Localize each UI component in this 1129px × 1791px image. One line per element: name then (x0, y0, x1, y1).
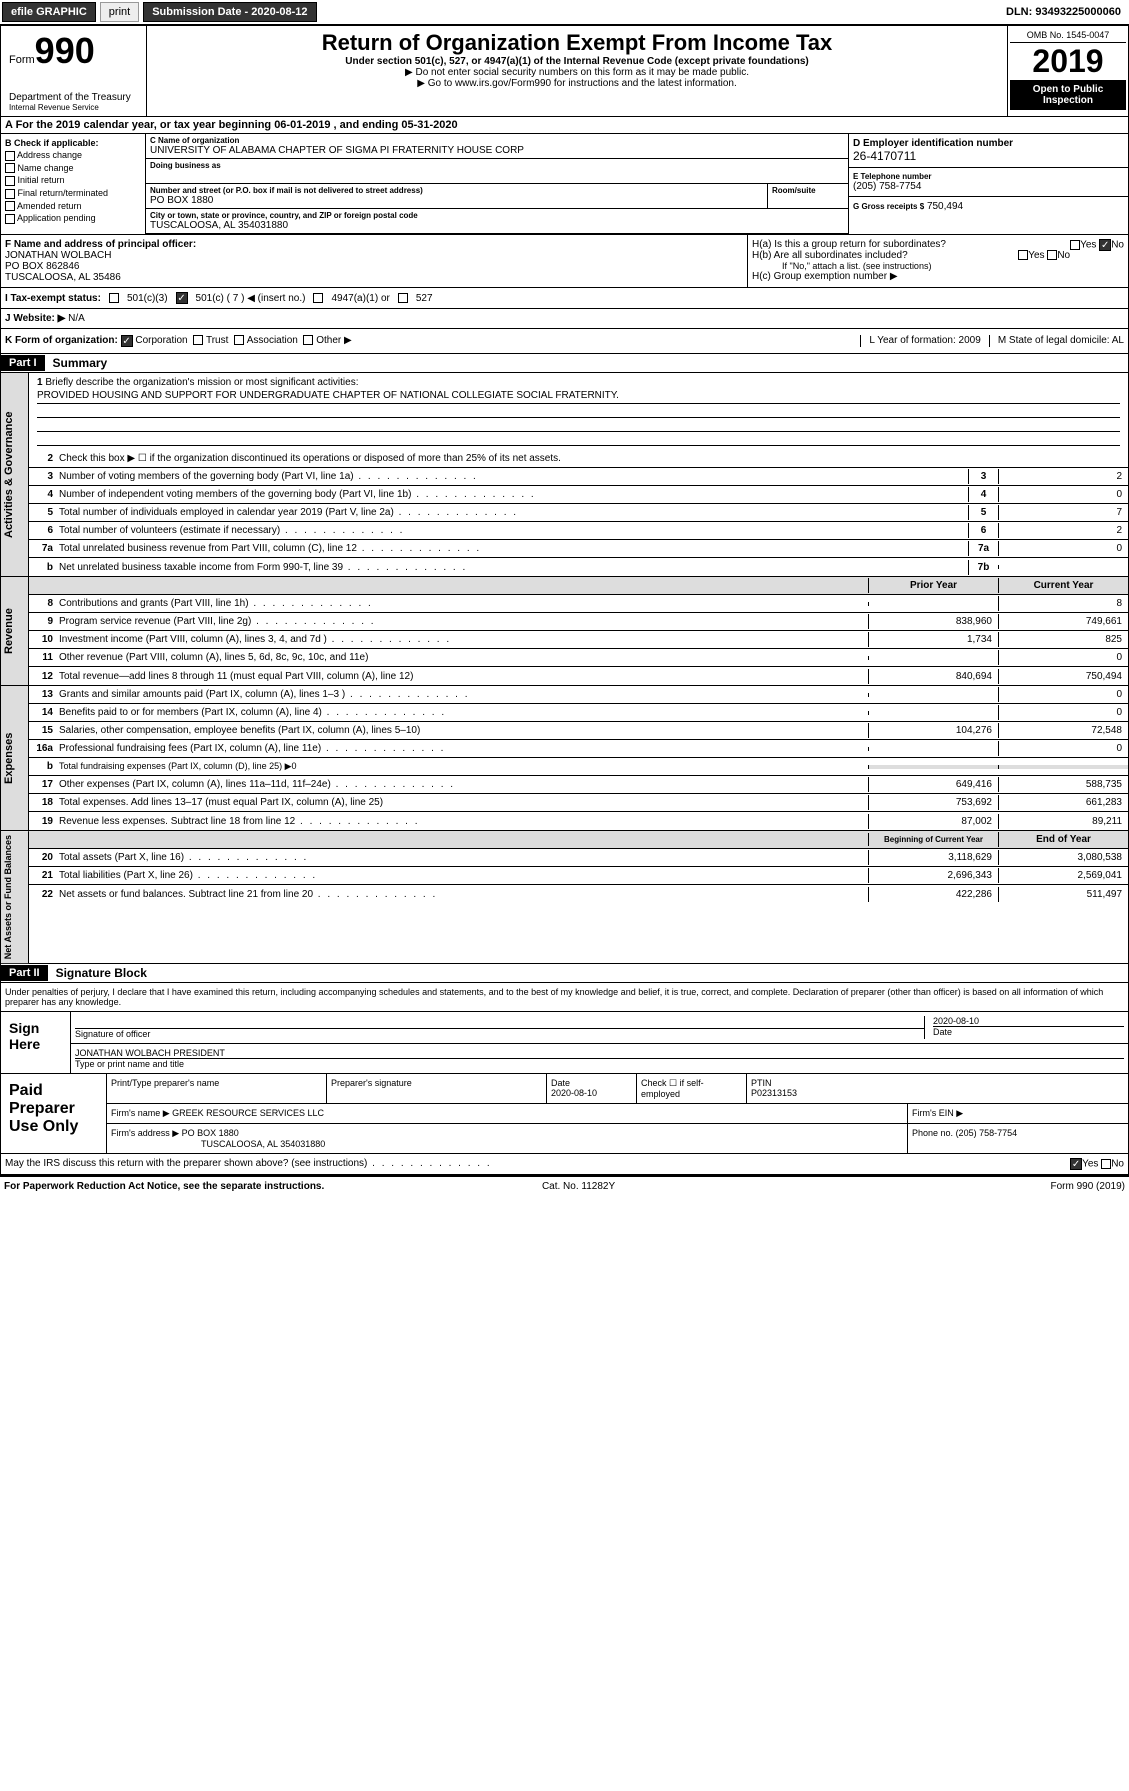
hc-label: H(c) Group exemption number ▶ (752, 271, 1124, 282)
paid-preparer-label: Paid Preparer Use Only (1, 1074, 106, 1153)
open-inspection: Open to Public Inspection (1010, 80, 1126, 110)
city-state-zip: TUSCALOOSA, AL 354031880 (150, 220, 844, 231)
website-value: N/A (68, 313, 85, 324)
note1: ▶ Do not enter social security numbers o… (151, 67, 1003, 78)
box-k-row: K Form of organization: ✓ Corporation Tr… (0, 329, 1129, 354)
room-label: Room/suite (772, 186, 844, 195)
status-label: I Tax-exempt status: (5, 293, 101, 304)
part2-header: Part II Signature Block (0, 964, 1129, 983)
sig-disclaimer: Under penalties of perjury, I declare th… (1, 983, 1128, 1012)
officer-addr1: PO BOX 862846 (5, 261, 743, 272)
website-row: J Website: ▶ N/A (0, 309, 1129, 329)
side-expenses: Expenses (1, 686, 29, 830)
phone: (205) 758-7754 (853, 181, 1124, 192)
side-net: Net Assets or Fund Balances (1, 831, 29, 963)
irs-label: Internal Revenue Service (9, 103, 138, 112)
top-bar: efile GRAPHIC print Submission Date - 20… (0, 0, 1129, 25)
form-number-block: Form990 Department of the Treasury Inter… (1, 26, 146, 116)
part1-label: Part I (1, 355, 45, 371)
side-revenue: Revenue (1, 577, 29, 685)
form-990-num: 990 (35, 30, 95, 71)
part1-title: Summary (45, 354, 116, 372)
main-info: B Check if applicable: Address change Na… (0, 134, 1129, 235)
website-label: J Website: ▶ (5, 313, 65, 324)
mission-text: PROVIDED HOUSING AND SUPPORT FOR UNDERGR… (37, 388, 1120, 404)
hb-label: H(b) Are all subordinates included? (752, 250, 908, 261)
addr-label: Number and street (or P.O. box if mail i… (150, 186, 763, 195)
tax-year: 2019 (1010, 43, 1126, 80)
tax-status-row: I Tax-exempt status: 501(c)(3) ✓501(c) (… (0, 288, 1129, 309)
year-block: OMB No. 1545-0047 2019 Open to Public In… (1008, 26, 1128, 116)
officer-name: JONATHAN WOLBACH (5, 250, 743, 261)
expenses-section: Expenses 13Grants and similar amounts pa… (0, 686, 1129, 831)
part1-header: Part I Summary (0, 354, 1129, 373)
form-title: Return of Organization Exempt From Incom… (151, 30, 1003, 56)
hb-note: If "No," attach a list. (see instruction… (752, 261, 1124, 271)
omb-number: OMB No. 1545-0047 (1010, 28, 1126, 43)
officer-row: F Name and address of principal officer:… (0, 235, 1129, 288)
signature-section: Under penalties of perjury, I declare th… (0, 983, 1129, 1176)
note2: ▶ Go to www.irs.gov/Form990 for instruct… (151, 78, 1003, 89)
page-footer: For Paperwork Reduction Act Notice, see … (0, 1176, 1129, 1196)
form-ref: Form 990 (2019) (1050, 1181, 1124, 1192)
submission-date: Submission Date - 2020-08-12 (143, 2, 316, 22)
box-f-label: F Name and address of principal officer: (5, 239, 743, 250)
revenue-section: Revenue Prior YearCurrent Year 8Contribu… (0, 577, 1129, 686)
phone-label: E Telephone number (853, 172, 1124, 181)
net-assets-section: Net Assets or Fund Balances Beginning of… (0, 831, 1129, 964)
gross-receipts: 750,494 (927, 201, 963, 212)
dept-treasury: Department of the Treasury (9, 92, 138, 103)
box-b: B Check if applicable: Address change Na… (1, 134, 146, 234)
gross-label: G Gross receipts $ (853, 202, 924, 211)
name-label: C Name of organization (150, 136, 844, 145)
box-d: D Employer identification number 26-4170… (848, 134, 1128, 234)
form-header: Form990 Department of the Treasury Inter… (0, 25, 1129, 117)
sign-here-label: Sign Here (1, 1012, 71, 1073)
ha-label: H(a) Is this a group return for subordin… (752, 239, 946, 250)
pra-notice: For Paperwork Reduction Act Notice, see … (4, 1181, 324, 1192)
cat-no: Cat. No. 11282Y (542, 1181, 615, 1192)
print-btn[interactable]: print (100, 2, 139, 22)
part2-label: Part II (1, 965, 48, 981)
ein: 26-4170711 (853, 149, 1124, 163)
efile-btn[interactable]: efile GRAPHIC (2, 2, 96, 22)
subtitle: Under section 501(c), 527, or 4947(a)(1)… (151, 56, 1003, 67)
org-name: UNIVERSITY OF ALABAMA CHAPTER OF SIGMA P… (150, 145, 844, 156)
box-b-label: B Check if applicable: (5, 138, 141, 148)
side-governance: Activities & Governance (1, 373, 29, 576)
governance-section: Activities & Governance 1 Briefly descri… (0, 373, 1129, 577)
box-c: C Name of organization UNIVERSITY OF ALA… (146, 134, 848, 234)
city-label: City or town, state or province, country… (150, 211, 844, 220)
street-address: PO BOX 1880 (150, 195, 763, 206)
period-row: A For the 2019 calendar year, or tax yea… (0, 117, 1129, 134)
form-label: Form (9, 54, 35, 66)
ein-label: D Employer identification number (853, 138, 1124, 149)
dln: DLN: 93493225000060 (1000, 4, 1127, 20)
part2-title: Signature Block (48, 964, 155, 982)
dba-label: Doing business as (150, 161, 844, 170)
officer-addr2: TUSCALOOSA, AL 35486 (5, 272, 743, 283)
title-block: Return of Organization Exempt From Incom… (146, 26, 1008, 116)
